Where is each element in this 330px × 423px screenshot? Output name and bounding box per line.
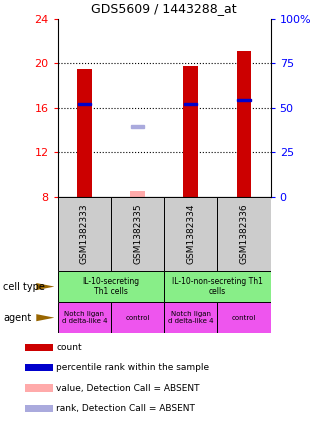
Text: GSM1382334: GSM1382334 [186,203,195,264]
Bar [164,197,217,271]
Bar [58,271,164,302]
Text: GSM1382336: GSM1382336 [240,203,248,264]
Text: GSM1382333: GSM1382333 [80,203,89,264]
Bar [25,364,53,371]
Text: IL-10-secreting
Th1 cells: IL-10-secreting Th1 cells [82,277,140,296]
Bar [58,302,111,333]
Bar [131,125,144,128]
Text: control: control [125,315,150,321]
Bar [217,302,271,333]
Bar [111,302,164,333]
Bar [183,66,198,197]
Title: GDS5609 / 1443288_at: GDS5609 / 1443288_at [91,2,237,15]
Bar [111,197,164,271]
Text: IL-10-non-secreting Th1
cells: IL-10-non-secreting Th1 cells [172,277,263,296]
Text: rank, Detection Call = ABSENT: rank, Detection Call = ABSENT [56,404,195,413]
Bar [164,271,271,302]
Bar [78,103,91,105]
Bar [184,103,197,105]
Text: cell type: cell type [3,282,45,291]
Text: control: control [232,315,256,321]
Bar [25,385,53,392]
Text: count: count [56,343,82,352]
Bar [217,197,271,271]
Bar [58,197,111,271]
Text: GSM1382335: GSM1382335 [133,203,142,264]
Text: Notch ligan
d delta-like 4: Notch ligan d delta-like 4 [62,311,107,324]
Text: agent: agent [3,313,32,323]
Bar [77,69,92,197]
Text: value, Detection Call = ABSENT: value, Detection Call = ABSENT [56,384,200,393]
Text: percentile rank within the sample: percentile rank within the sample [56,363,210,372]
Bar [25,405,53,412]
Polygon shape [36,314,54,321]
Bar [130,191,145,197]
Bar [237,99,251,102]
Bar [164,302,217,333]
Bar [25,343,53,351]
Polygon shape [36,283,54,290]
Bar [237,51,251,197]
Text: Notch ligan
d delta-like 4: Notch ligan d delta-like 4 [168,311,214,324]
